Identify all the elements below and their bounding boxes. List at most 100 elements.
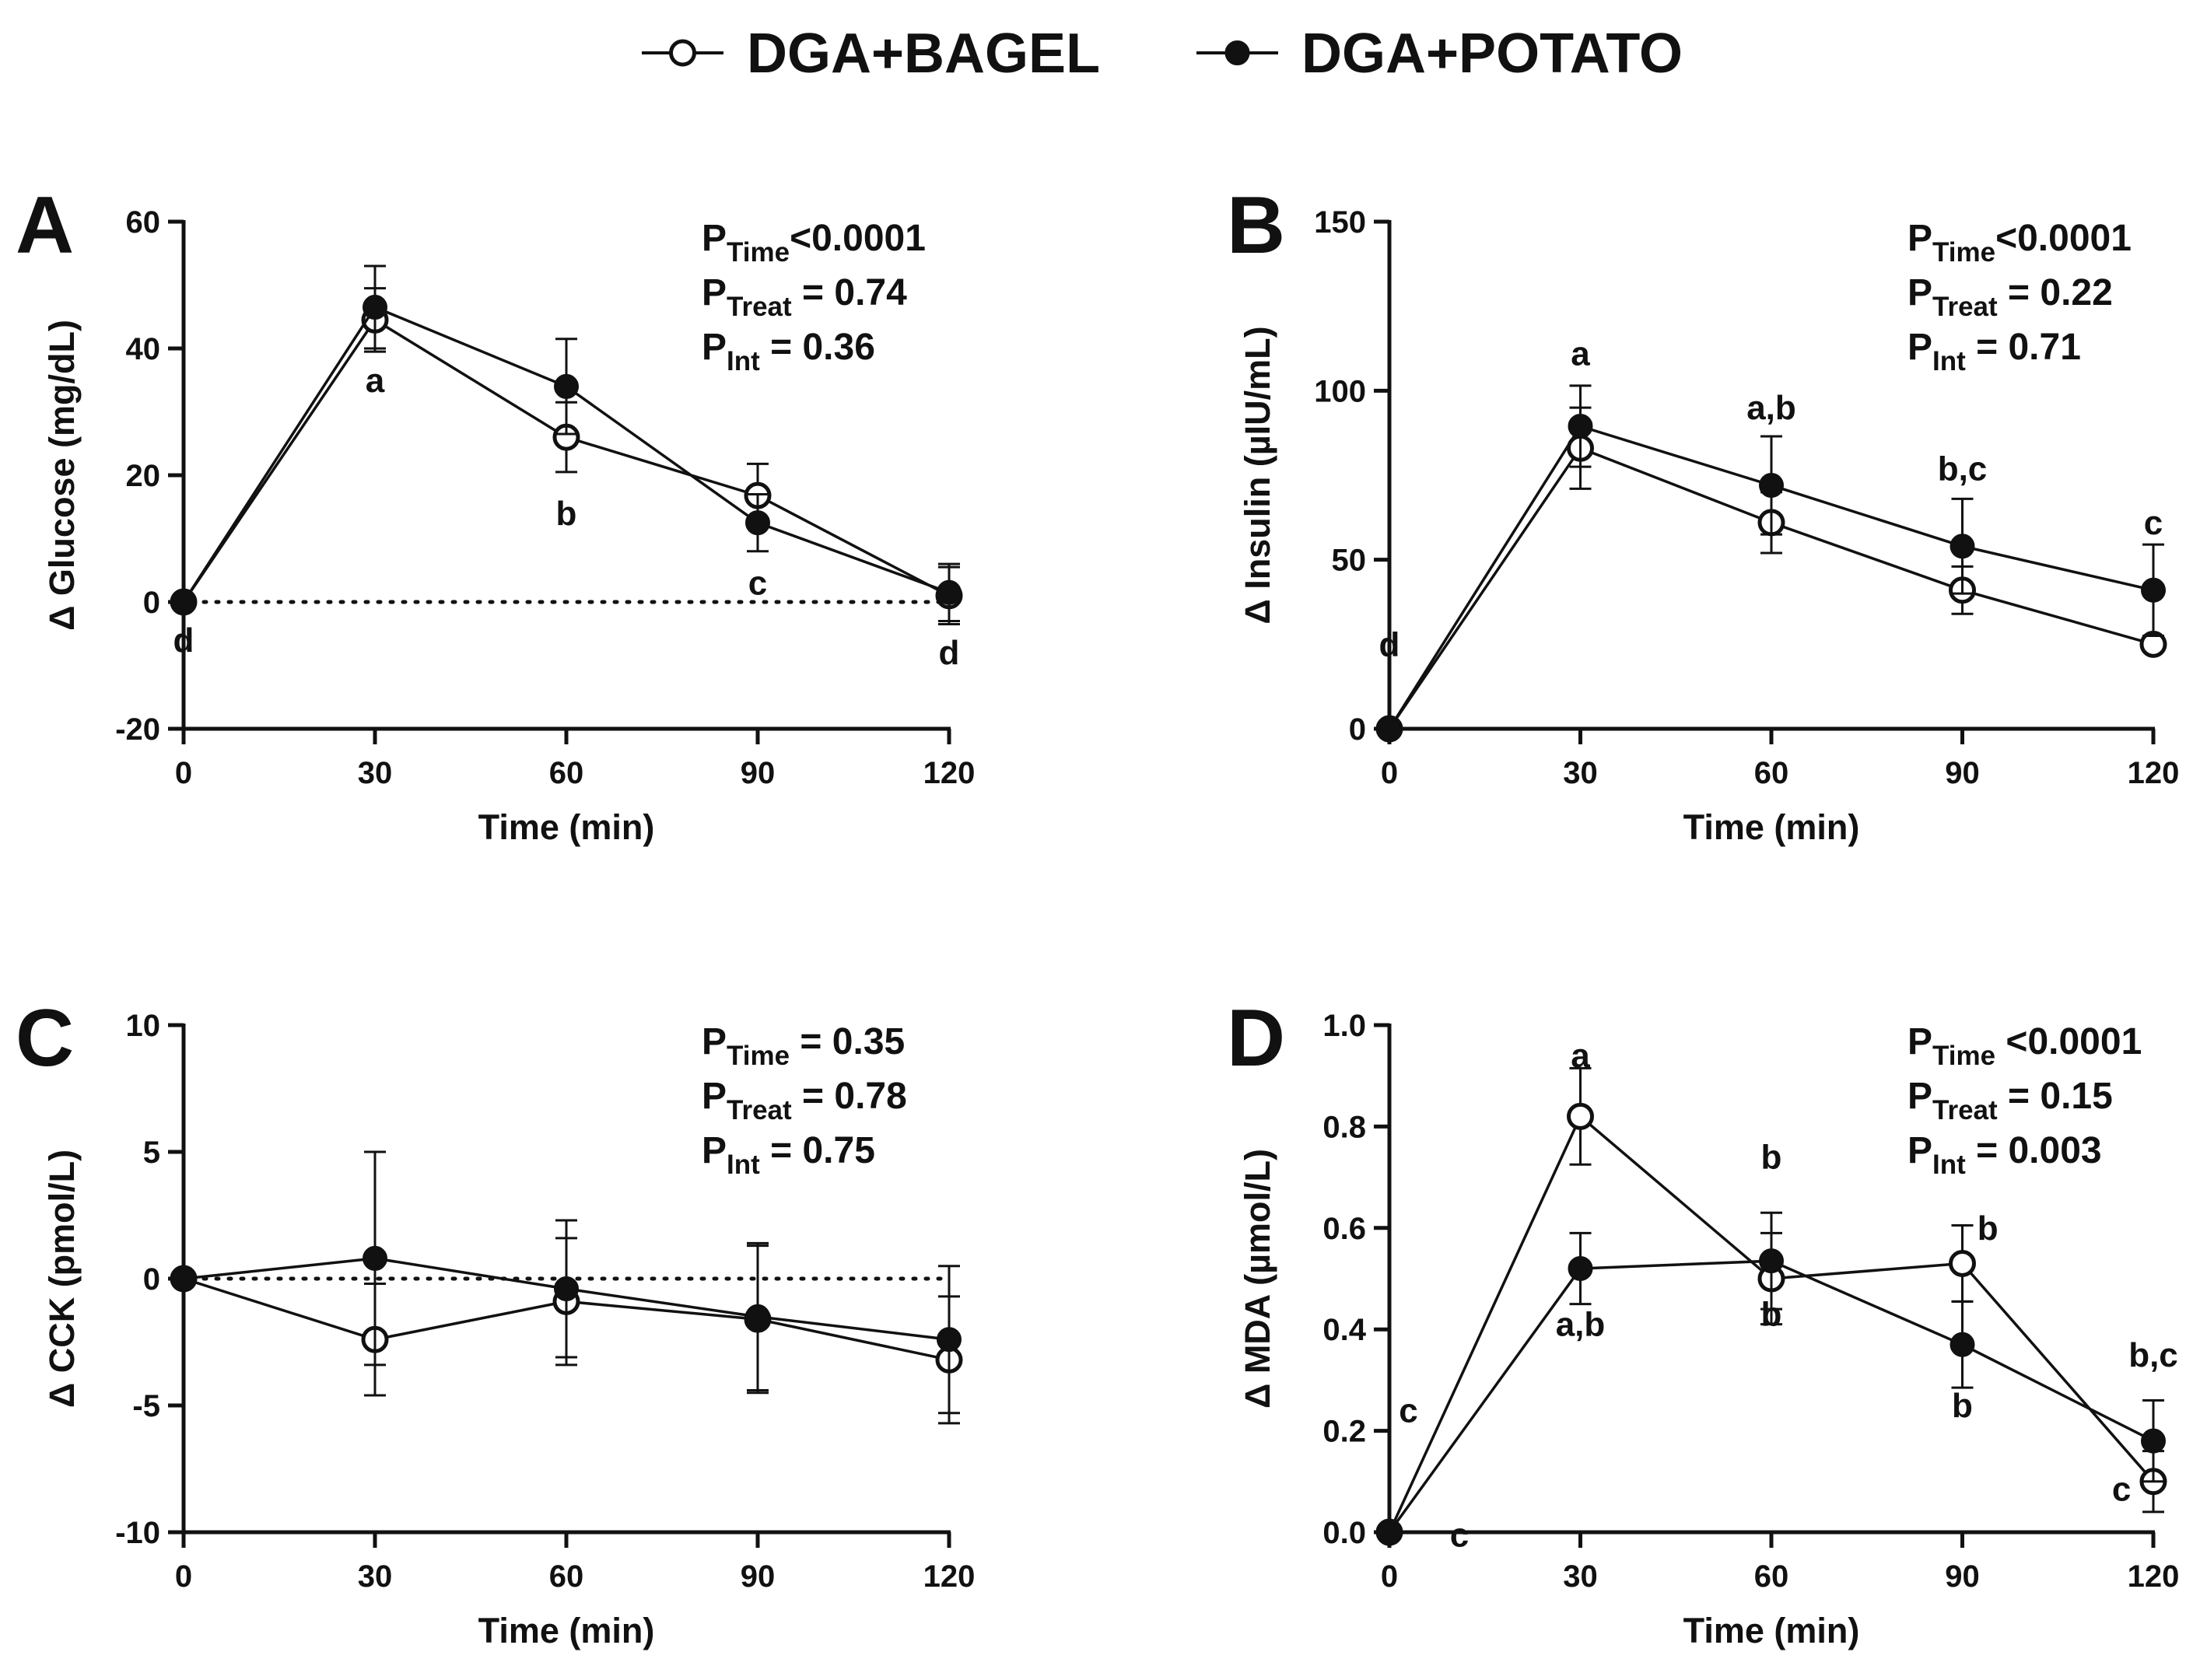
p-symbol: P: [702, 1021, 727, 1062]
x-tick-label: 120: [923, 1559, 976, 1594]
significance-letter: a: [1571, 335, 1590, 373]
p-symbol: P: [1907, 272, 1932, 313]
x-axis-label: Time (min): [478, 1611, 655, 1650]
x-tick-label: 0: [175, 1559, 192, 1594]
x-tick-label: 30: [358, 756, 393, 790]
p-symbol: P: [702, 1076, 727, 1117]
x-tick-label: 90: [1945, 1559, 1980, 1594]
panel-a: A -20 0 20 40 60 0 30 60 90 120 Time (min) Δ Glucose…: [16, 180, 975, 847]
p-value: <0.0001: [790, 218, 926, 259]
significance-letter: c: [2112, 1471, 2131, 1509]
p-symbol: P: [702, 218, 727, 259]
p-subscript: Time: [1932, 237, 1995, 268]
p-subscript: Int: [1932, 346, 1966, 376]
y-axis-label: Δ MDA (µmol/L): [1238, 1149, 1277, 1409]
significance-letter: b,c: [2128, 1336, 2178, 1374]
data-point: [1377, 716, 1402, 741]
data-point: [1567, 1102, 1594, 1130]
p-subscript: Treat: [727, 292, 792, 322]
x-tick-label: 0: [175, 756, 192, 790]
significance-letter: a: [1571, 1037, 1590, 1075]
legend-label: DGA+BAGEL: [747, 23, 1100, 85]
x-tick-label: 90: [741, 1559, 776, 1594]
significance-letter: b: [1952, 1387, 1973, 1425]
p-value-line: PTime <0.0001: [1907, 1021, 2142, 1071]
y-tick-label: 100: [1314, 374, 1366, 408]
significance-letter: a: [366, 362, 385, 400]
panel-d: D 0.0 0.2 0.4 0.6 0.8 1.0 0 30 60 90 120 Time (min) Δ…: [1227, 993, 2179, 1650]
x-axis-label: Time (min): [478, 807, 655, 847]
significance-letter: a,b: [1746, 389, 1796, 427]
p-value: = 0.35: [790, 1021, 905, 1062]
data-point: [1950, 534, 1975, 559]
p-symbol: P: [702, 327, 727, 368]
p-subscript: Treat: [1932, 292, 1998, 322]
p-value-line: PTreat = 0.22: [1907, 272, 2113, 322]
data-point: [171, 1266, 196, 1291]
y-tick-label: -10: [115, 1516, 160, 1550]
series-potato: [1377, 1211, 2166, 1545]
p-symbol: P: [1907, 327, 1932, 368]
data-point: [1377, 1520, 1402, 1545]
panel-letter: C: [16, 993, 74, 1083]
p-value-line: PInt = 0.71: [1907, 327, 2081, 376]
panel-letter: B: [1227, 180, 1285, 271]
legend-label: DGA+POTATO: [1301, 23, 1683, 85]
y-tick-label: 150: [1314, 205, 1366, 240]
data-point: [1949, 1249, 1976, 1277]
panel-letter: A: [16, 180, 74, 271]
p-value: = 0.15: [1998, 1076, 2113, 1117]
y-tick-label: 60: [126, 205, 161, 240]
significance-letter: b: [1761, 1139, 1782, 1177]
p-symbol: P: [702, 1130, 727, 1171]
p-symbol: P: [1907, 1021, 1932, 1062]
p-value: = 0.22: [1998, 272, 2113, 313]
p-value-line: PInt = 0.36: [702, 327, 875, 376]
significance-letter: d: [939, 634, 960, 672]
data-point: [1568, 413, 1593, 439]
series-potato: [1377, 384, 2166, 741]
x-tick-label: 60: [549, 756, 584, 790]
panel-letter: D: [1227, 993, 1285, 1083]
data-point: [1759, 1248, 1784, 1274]
x-tick-label: 30: [1563, 1559, 1598, 1594]
significance-letter: c: [748, 565, 767, 603]
x-tick-label: 90: [741, 756, 776, 790]
significance-letter: d: [173, 621, 194, 660]
p-value-line: PTreat = 0.78: [702, 1076, 907, 1125]
p-subscript: Treat: [1932, 1095, 1998, 1125]
p-value: <0.0001: [1995, 218, 2132, 259]
y-tick-label: -5: [132, 1389, 160, 1423]
legend-item: DGA+BAGEL: [642, 23, 1100, 85]
y-tick-label: 0.4: [1322, 1313, 1366, 1347]
y-tick-label: -20: [115, 712, 160, 747]
data-point: [363, 295, 387, 320]
p-value: = 0.36: [760, 327, 875, 368]
p-value-line: PInt = 0.75: [702, 1130, 875, 1180]
p-value-line: PTreat = 0.74: [702, 272, 907, 322]
y-tick-label: 0.8: [1322, 1110, 1366, 1144]
series-potato: [171, 264, 962, 622]
x-tick-label: 120: [2128, 756, 2180, 790]
p-value: = 0.71: [1966, 327, 2081, 368]
x-tick-label: 30: [358, 1559, 393, 1594]
y-tick-label: 0.2: [1322, 1415, 1366, 1449]
p-symbol: P: [702, 272, 727, 313]
significance-letter: a,b: [1556, 1306, 1606, 1344]
significance-letter: c: [2144, 504, 2163, 542]
p-value: <0.0001: [1995, 1021, 2142, 1062]
p-value: = 0.003: [1966, 1130, 2102, 1171]
data-point: [554, 1276, 579, 1302]
data-point: [745, 510, 770, 536]
y-axis-label: Δ CCK (pmol/L): [42, 1150, 82, 1408]
p-value-line: PTreat = 0.15: [1907, 1076, 2113, 1125]
significance-letter: c: [1450, 1516, 1469, 1554]
y-axis-label: Δ Insulin (µIU/mL): [1238, 326, 1277, 624]
y-axis-label: Δ Glucose (mg/dL): [42, 320, 82, 631]
x-tick-label: 120: [2128, 1559, 2180, 1594]
y-tick-label: 50: [1332, 544, 1367, 578]
data-point: [1759, 473, 1784, 499]
data-point: [2141, 1428, 2166, 1454]
data-point: [1950, 1332, 1975, 1357]
data-point: [745, 1304, 770, 1329]
